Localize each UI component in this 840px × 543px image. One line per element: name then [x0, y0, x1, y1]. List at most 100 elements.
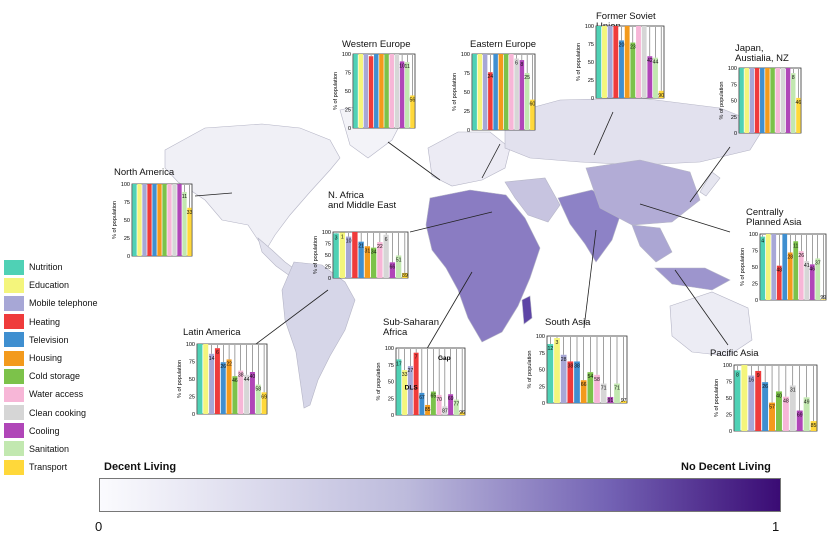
bar	[787, 252, 793, 300]
legend-swatch	[4, 441, 24, 457]
bar-gap-label: 26	[220, 364, 226, 370]
bar-gap-label: 20	[619, 42, 625, 48]
leader-former-soviet	[593, 111, 614, 156]
bar	[249, 372, 255, 414]
bar-gap-label: 46	[796, 100, 802, 106]
y-tick-label: 25	[752, 282, 758, 288]
bar	[530, 99, 535, 130]
bar	[132, 184, 137, 256]
bar-gap-label: 49	[804, 399, 810, 405]
legend-swatch	[4, 368, 24, 384]
bar	[776, 265, 782, 300]
se-asia-shape	[631, 224, 673, 263]
bar-gap-label: 69	[797, 413, 803, 419]
legend-item: Education	[4, 276, 98, 294]
bar	[238, 370, 244, 414]
bar	[410, 95, 415, 128]
legend-label: Clean cooking	[29, 407, 87, 418]
bar	[820, 299, 826, 300]
bar	[368, 56, 374, 128]
bar	[187, 207, 192, 256]
bar-gap-label: 66	[581, 382, 587, 388]
bar	[775, 391, 782, 431]
bar-gap-label: 65	[430, 394, 436, 400]
legend-item: Clean cooking	[4, 404, 98, 422]
y-tick-label: 100	[723, 363, 732, 369]
bar-gap-label: 54	[587, 374, 593, 380]
y-tick-label: 50	[189, 377, 195, 383]
bar-gap-label: 8	[520, 62, 523, 68]
bar-gap-label: 31	[364, 248, 370, 254]
legend-label: Sanitation	[29, 443, 70, 454]
bar	[769, 402, 776, 431]
bar	[754, 68, 760, 133]
bar	[425, 404, 431, 415]
bar	[600, 383, 607, 403]
bar	[789, 385, 796, 431]
bar-gap-label: 44	[244, 377, 250, 383]
plot-area	[196, 343, 268, 415]
bar	[353, 54, 358, 128]
bar	[554, 338, 560, 403]
plot-area	[332, 231, 409, 279]
bar	[748, 375, 755, 431]
y-axis-label: % of population	[576, 43, 582, 81]
y-axis-label: % of population	[177, 360, 183, 398]
legend-item: Television	[4, 331, 98, 349]
bar	[389, 54, 394, 128]
legend-label: Housing	[29, 353, 63, 364]
y-axis-label: % of population	[740, 248, 746, 286]
bar-gap-label: 40	[776, 393, 782, 399]
y-tick-label: 0	[734, 131, 737, 137]
region-bar-chart: 0 25 50 75 100 % of population 11 33	[112, 182, 192, 260]
bar	[255, 384, 261, 414]
leader-pacific-asia	[674, 269, 729, 346]
legend-item: Heating	[4, 313, 98, 331]
plot-area	[546, 335, 628, 404]
africa-shape	[425, 189, 541, 343]
bar-gap-label: 26	[762, 384, 768, 390]
bar	[619, 40, 624, 98]
y-tick-label: 50	[539, 368, 545, 374]
bar	[493, 54, 498, 130]
bar	[775, 68, 780, 133]
y-tick-label: 50	[726, 396, 732, 402]
bar	[137, 184, 142, 256]
bar-gap-label: 22	[377, 244, 383, 250]
bar	[607, 26, 613, 98]
y-axis-label: % of population	[112, 201, 118, 239]
bar	[152, 184, 157, 256]
bar-gap-label: 17	[396, 361, 402, 367]
bar-gap-label: 40	[250, 374, 256, 380]
bar	[142, 184, 147, 256]
bar-gap-label: 99	[820, 295, 826, 301]
bar-gap-label: 46	[232, 378, 238, 384]
bar-gap-label: 10	[399, 63, 405, 69]
y-axis-label: % of population	[527, 351, 533, 389]
bar	[345, 236, 352, 278]
bar	[594, 374, 600, 403]
bar-gap-label: 89	[402, 273, 408, 279]
bar	[488, 72, 493, 130]
bar-gap-label: 70	[436, 397, 442, 403]
panel-title: Japan, Austialia, NZ	[735, 44, 789, 64]
bar-gap-label: 4	[761, 239, 764, 245]
legend-item: Sanitation	[4, 440, 98, 458]
y-tick-label: 75	[731, 82, 737, 88]
plot-area	[352, 53, 416, 129]
y-tick-label: 0	[391, 413, 394, 419]
bar-gap-label: 71	[614, 386, 620, 392]
bar	[203, 344, 209, 414]
bar-gap-label: 28	[787, 254, 793, 260]
legend-label: Heating	[29, 316, 61, 327]
panel-title-line: Africa	[383, 327, 408, 338]
bar	[177, 184, 182, 256]
panel-title: N. Africa and Middle East	[328, 191, 396, 211]
bar	[741, 365, 748, 431]
y-tick-label: 100	[749, 232, 758, 238]
bar	[804, 261, 810, 300]
legend-label: Transport	[29, 462, 68, 473]
y-tick-label: 50	[325, 253, 331, 259]
bar	[396, 359, 402, 415]
bar-gap-label: 27	[407, 368, 413, 374]
